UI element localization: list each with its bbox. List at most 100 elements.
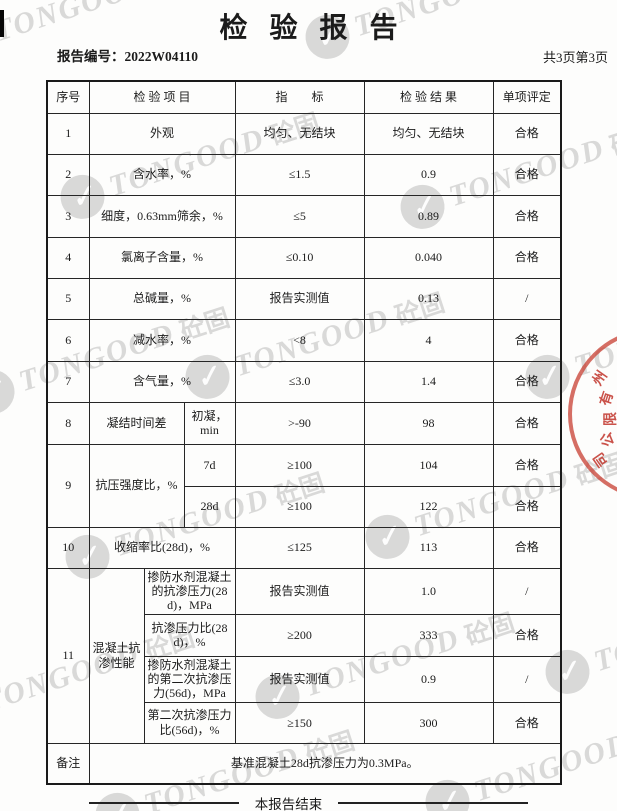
table-row: 11 混凝土抗渗性能 掺防水剂混凝土的抗渗压力(28d)，MPa 报告实测值 1… (46, 567, 562, 744)
cell-spec: 报告实测值 (234, 567, 365, 615)
cell-eval: 合格 (492, 526, 562, 569)
cell-eval: 合格 (492, 401, 562, 445)
cell-spec: ≤3.0 (234, 360, 365, 403)
cell-result: 均匀、无结块 (363, 112, 494, 155)
cell-eval: / (492, 277, 562, 320)
cell-subitem: 7d (183, 443, 236, 487)
cell-no: 4 (46, 236, 90, 279)
table-row: 6 减水率，% <8 4 合格 (46, 318, 562, 362)
cell-item: 混凝土抗渗性能 (88, 567, 145, 744)
cell-no: 9 (46, 443, 90, 528)
table-row: 2 含水率，% ≤1.5 0.9 合格 (46, 153, 562, 196)
table-header-row: 序号 检 验 项 目 指 标 检 验 结 果 单项评定 (46, 80, 562, 114)
cell-no: 6 (46, 318, 90, 362)
cell-spec: <8 (234, 318, 365, 362)
page-title: 检验报告 (219, 13, 420, 44)
cell-result: 0.89 (363, 194, 494, 238)
header-cell: 单项评定 (492, 80, 562, 114)
cell-spec: ≥150 (234, 701, 365, 744)
cell-no: 7 (46, 360, 90, 403)
cell-subitem: 掺防水剂混凝土的第二次抗渗压力(56d)，MPa (143, 655, 236, 703)
cell-result: 0.9 (363, 153, 494, 196)
cell-no: 1 (46, 112, 90, 155)
header-cell: 序号 (46, 80, 90, 114)
note-text: 基准混凝土28d抗渗压力为0.3MPa。 (88, 742, 562, 785)
cell-item: 氯离子含量，% (88, 236, 236, 279)
cell-item: 总碱量，% (88, 277, 236, 320)
cell-item: 含气量，% (88, 360, 236, 403)
report-number: 报告编号：2022W04110 (57, 45, 198, 65)
cell-item: 含水率，% (88, 153, 236, 196)
cell-result: 0.040 (363, 236, 494, 279)
cell-item: 细度，0.63mm筛余，% (88, 194, 236, 238)
cell-subitem: 第二次抗渗压力比(56d)，% (143, 701, 236, 744)
seal-ring-icon (568, 328, 617, 500)
header-cell: 指 标 (234, 80, 365, 114)
report-end-text: 本报告结束 (254, 797, 323, 811)
cell-spec: ≥200 (234, 613, 365, 657)
cell-eval: 合格 (492, 443, 562, 487)
cell-result: 4 (363, 318, 494, 362)
cell-item: 抗压强度比，% (88, 443, 185, 528)
cell-spec: ≤5 (234, 194, 365, 238)
cell-eval: 合格 (492, 318, 562, 362)
note-label: 备注 (46, 742, 90, 785)
table-row: 28d ≥100 122 合格 (47, 485, 562, 528)
cell-spec: ≤125 (234, 526, 365, 569)
cell-subitem: 抗渗压力比(28d)，% (143, 613, 236, 657)
cell-result: 104 (363, 443, 494, 487)
table-row: 10 收缩率比(28d)，% ≤125 113 合格 (46, 526, 562, 569)
cell-subitem: 掺防水剂混凝土的抗渗压力(28d)，MPa (143, 567, 236, 615)
cell-eval: 合格 (492, 485, 562, 528)
report-number-value: 2022W04110 (124, 49, 199, 64)
report-end-footer: 本报告结束 (0, 793, 617, 811)
cell-spec: 均匀、无结块 (234, 112, 365, 155)
cell-no: 5 (46, 277, 90, 320)
cell-result: 300 (363, 701, 494, 744)
cell-result: 0.9 (363, 655, 494, 703)
watermark-text: TONGOOD (589, 596, 617, 679)
cell-no: 3 (46, 194, 90, 238)
cell-item: 凝结时间差 (88, 401, 185, 445)
note-row: 备注 基准混凝土28d抗渗压力为0.3MPa。 (46, 742, 562, 785)
divider-line (88, 802, 239, 804)
cell-spec: ≥100 (234, 485, 365, 528)
table-row: 1 外观 均匀、无结块 均匀、无结块 合格 (46, 112, 562, 155)
watermark-text: TONGOOD (569, 301, 617, 384)
cell-result: 0.13 (363, 277, 494, 320)
check-icon: ✓ (0, 373, 8, 410)
cell-no: 11 (46, 567, 90, 744)
cell-subitem: 28d (183, 485, 236, 528)
cell-eval: / (492, 655, 562, 703)
cell-item: 收缩率比(28d)，% (88, 526, 236, 569)
cell-spec: ≤0.10 (234, 236, 365, 279)
seal-char: 公 (599, 430, 617, 449)
seal-char: 州 (590, 368, 611, 389)
table-row: 9 抗压强度比，% 7d ≥100 104 合格 (46, 443, 562, 528)
cell-eval: 合格 (492, 112, 562, 155)
divider-line (338, 802, 529, 804)
cell-item: 减水率，% (88, 318, 236, 362)
cell-eval: 合格 (492, 236, 562, 279)
watermark-cn: 砼固 (607, 119, 617, 161)
cell-no: 10 (46, 526, 90, 569)
scan-artifact (0, 10, 4, 37)
cell-eval: 合格 (492, 194, 562, 238)
cell-item: 外观 (88, 112, 236, 155)
watermark-circle-icon: ✓ (0, 364, 21, 420)
cell-spec: >-90 (234, 401, 365, 445)
cell-result: 1.0 (363, 567, 494, 615)
table-row: 8 凝结时间差 初凝，min >-90 98 合格 (46, 401, 562, 445)
cell-eval: 合格 (492, 701, 562, 744)
seal-char: 限 (604, 412, 617, 426)
cell-subitem: 初凝，min (183, 401, 236, 445)
page-count: 共3页第3页 (542, 50, 608, 65)
seal-char: 有 (598, 389, 617, 408)
cell-result: 1.4 (363, 360, 494, 403)
table-row: 4 氯离子含量，% ≤0.10 0.040 合格 (46, 236, 562, 279)
cell-result: 98 (363, 401, 494, 445)
cell-spec: 报告实测值 (234, 655, 365, 703)
cell-no: 8 (46, 401, 90, 445)
cell-eval: / (492, 567, 562, 615)
